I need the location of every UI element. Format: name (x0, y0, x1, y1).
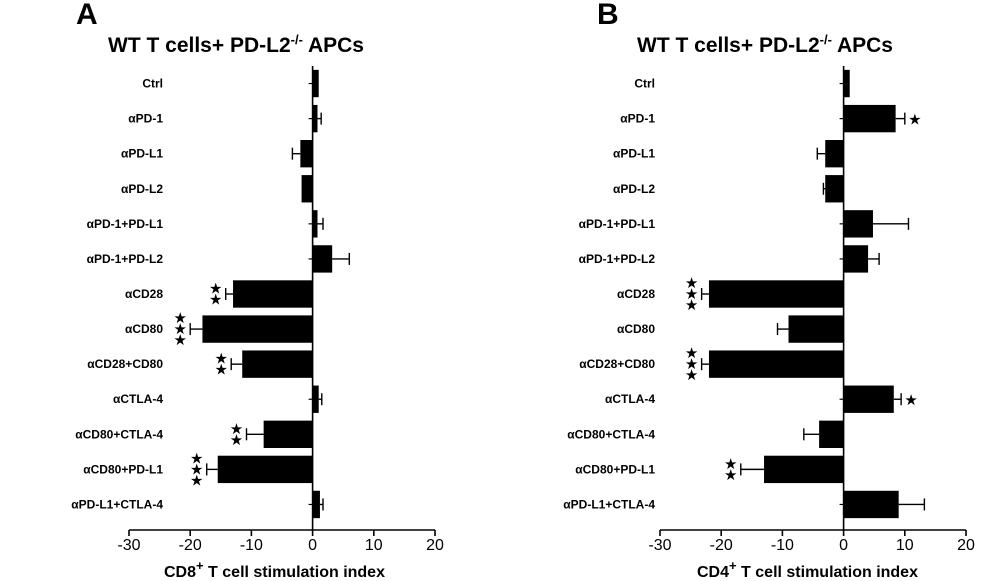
chart-b-bar (819, 420, 844, 448)
chart-b-x-tick-label: 20 (957, 537, 975, 554)
chart-a-significance-star: ★ (190, 461, 203, 478)
chart-a-bar (312, 385, 319, 413)
chart-a-significance-star: ★ (190, 472, 203, 489)
chart-a-significance-star: ★ (173, 310, 186, 327)
chart-b-bar (843, 385, 894, 413)
chart-b-significance-star: ★ (685, 356, 698, 373)
chart-b-significance-star: ★ (685, 297, 698, 314)
chart-b-category-label: αCD28+CD80 (579, 357, 655, 371)
chart-a-significance-star: ★ (230, 432, 243, 449)
chart-b-category-label: Ctrl (634, 77, 655, 91)
chart-a-title: WT T cells+ PD-L2-/- APCs (108, 32, 364, 57)
chart-b-x-tick-label: -20 (710, 537, 733, 554)
chart-b-category-label: αCD80+PD-L1 (575, 462, 655, 476)
chart-a-bar (301, 175, 313, 203)
chart-a-category-label: αCD28 (125, 287, 163, 301)
chart-b-xlabel: CD4+ T cell stimulation index (697, 558, 918, 581)
chart-a-x-tick-label: -10 (240, 537, 263, 554)
chart-a-bar (300, 140, 313, 168)
chart-a-category-label: αPD-1+PD-L1 (87, 217, 164, 231)
chart-b-significance-star: ★ (685, 275, 698, 292)
chart-a-significance-star: ★ (209, 292, 222, 309)
chart-b-category-label: αCD28 (617, 287, 655, 301)
chart-a-bar (312, 210, 318, 238)
chart-b-bar (843, 245, 869, 273)
chart-a-plot: -30 -20 -10 0 10 20 Ctrl αPD-1 αPD-L1 αPD-L2 αPD-1… (71, 66, 444, 554)
chart-a-bar (312, 245, 333, 273)
chart-a-significance-star: ★ (190, 450, 203, 467)
chart-a-category-label: αCD80+CTLA-4 (75, 427, 163, 441)
chart-a-category-label: αCD28+CD80 (87, 357, 163, 371)
chart-b-significance-star: ★ (904, 392, 917, 409)
chart-a-category-label: αCTLA-4 (113, 392, 163, 406)
chart-b-bar (825, 140, 844, 168)
chart-a-category-label: Ctrl (142, 77, 163, 91)
chart-a-significance-star: ★ (173, 332, 186, 349)
chart-b-bar (708, 280, 844, 308)
chart-a-category-label: αPD-L1 (121, 147, 163, 161)
chart-b-significance-star: ★ (724, 456, 737, 473)
chart-b-bar (843, 104, 896, 133)
chart-a-category-label: αCD80+PD-L1 (83, 462, 163, 476)
chart-b-category-label: αPD-1+PD-L1 (579, 217, 656, 231)
chart-b-category-label: αPD-L1+CTLA-4 (563, 497, 655, 511)
chart-a-xlabel: CD8+ T cell stimulation index (164, 558, 385, 581)
chart-b-bar (788, 315, 844, 343)
chart-a-significance-star: ★ (214, 351, 227, 368)
chart-a-bar (263, 420, 313, 448)
chart-b-category-label: αCD80+CTLA-4 (567, 427, 655, 441)
chart-b-x-tick-label: -10 (771, 537, 794, 554)
chart-a-significance-star: ★ (230, 421, 243, 438)
chart-b-significance-star: ★ (685, 345, 698, 362)
chart-b-bar (843, 490, 899, 519)
chart-b-bar (764, 455, 844, 484)
chart-a-bar (217, 455, 313, 484)
chart-a-category-label: αCD80 (125, 322, 163, 336)
chart-b-category-label: αPD-L2 (613, 182, 655, 196)
chart-a-bar (312, 69, 319, 98)
chart-b-title: WT T cells+ PD-L2-/- APCs (637, 32, 893, 57)
chart-a-bar (242, 350, 313, 378)
chart-b-significance-star: ★ (685, 367, 698, 384)
chart-b-bar (708, 350, 844, 378)
chart-b-category-label: αCTLA-4 (605, 392, 655, 406)
panel-letter-a: A (76, 0, 98, 31)
chart-b-category-label: αPD-L1 (613, 147, 655, 161)
chart-a-x-tick-label: 0 (308, 537, 317, 554)
chart-a-category-label: αPD-1 (128, 112, 163, 126)
chart-a-bar (233, 280, 313, 308)
chart-a-significance-star: ★ (209, 281, 222, 298)
chart-b-x-tick-label: 0 (839, 537, 848, 554)
chart-b-plot: -30 -20 -10 0 10 20 Ctrl αPD-1 ★ αPD-L1 αPD-L2 αPD-… (563, 66, 975, 554)
chart-a-category-label: αPD-L2 (121, 182, 163, 196)
panel-letter-b: B (597, 0, 619, 31)
chart-b-significance-star: ★ (685, 286, 698, 303)
chart-a-x-tick-label: 20 (426, 537, 444, 554)
chart-a-x-tick-label: -20 (179, 537, 202, 554)
chart-a-bar (202, 315, 313, 343)
chart-a-significance-star: ★ (214, 362, 227, 379)
chart-b-significance-star: ★ (724, 467, 737, 484)
chart-b-x-tick-label: -30 (648, 537, 671, 554)
chart-a-bar (312, 104, 318, 133)
chart-a-significance-star: ★ (173, 321, 186, 338)
chart-a-category-label: αPD-L1+CTLA-4 (71, 497, 163, 511)
chart-b-category-label: αCD80 (617, 322, 655, 336)
chart-b-bar (825, 175, 844, 203)
chart-b-significance-star: ★ (908, 112, 921, 129)
chart-b-bar (843, 210, 873, 238)
chart-a-category-label: αPD-1+PD-L2 (87, 252, 164, 266)
chart-a-x-tick-label: -30 (117, 537, 140, 554)
chart-a-bar (312, 490, 320, 519)
chart-a-x-tick-label: 10 (365, 537, 383, 554)
chart-b-bar (843, 69, 850, 98)
chart-b-category-label: αPD-1 (620, 112, 655, 126)
chart-b-x-tick-label: 10 (896, 537, 914, 554)
chart-b-category-label: αPD-1+PD-L2 (579, 252, 656, 266)
